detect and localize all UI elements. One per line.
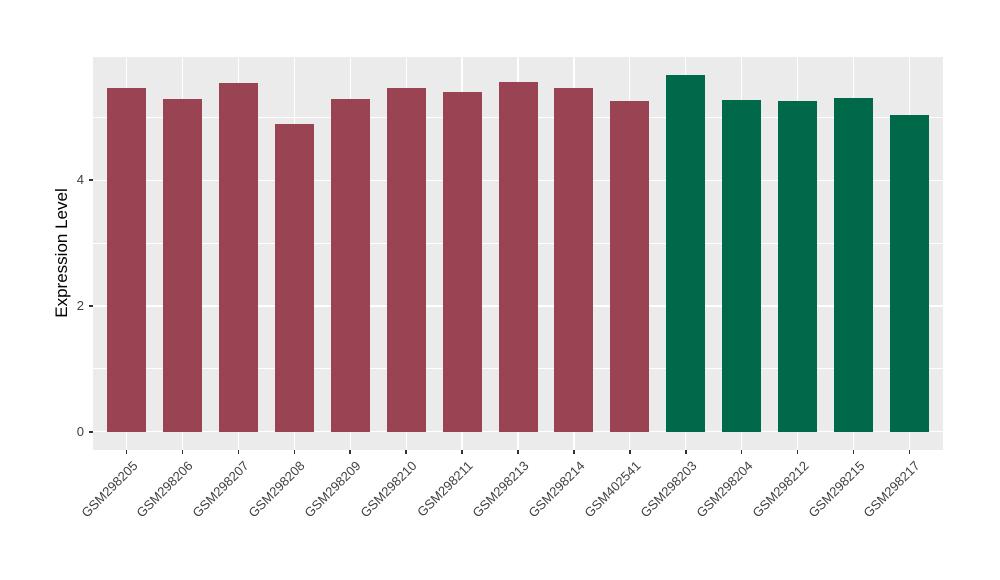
x-axis-tick-mark xyxy=(573,450,575,454)
x-axis-tick-mark xyxy=(629,450,631,454)
x-tick-label: GSM298217 xyxy=(860,458,924,521)
x-tick-label: GSM298204 xyxy=(693,458,756,521)
x-tick-label: GSM298203 xyxy=(637,458,700,521)
bar xyxy=(889,114,929,432)
bar xyxy=(722,100,762,432)
x-tick-label: GSM298207 xyxy=(189,458,253,521)
x-tick-label: GSM402541 xyxy=(581,458,644,521)
x-tick-label: GSM298214 xyxy=(525,458,588,521)
x-tick-label: GSM298206 xyxy=(133,458,197,521)
plot-panel xyxy=(93,57,943,450)
x-tick-label: GSM298213 xyxy=(469,458,532,521)
y-axis-tick-mark xyxy=(89,305,93,307)
x-tick-label: GSM298208 xyxy=(245,458,308,521)
x-tick-label: GSM298212 xyxy=(748,458,812,521)
y-tick-label: 0 xyxy=(76,423,84,439)
x-axis-tick-mark xyxy=(852,450,855,454)
bar xyxy=(162,99,202,432)
x-tick-label: GSM298210 xyxy=(357,458,420,521)
bar xyxy=(386,88,426,432)
bar xyxy=(666,75,706,432)
x-axis-tick-mark xyxy=(740,450,743,454)
y-axis-tick-mark xyxy=(89,179,93,181)
bar xyxy=(330,98,370,432)
bar xyxy=(274,123,314,432)
x-axis-tick-mark xyxy=(237,450,240,454)
bar xyxy=(498,82,538,432)
x-tick-label: GSM298209 xyxy=(301,458,364,521)
x-tick-label: GSM298211 xyxy=(414,458,476,520)
y-tick-label: 2 xyxy=(76,298,84,313)
x-axis-tick-mark xyxy=(685,450,687,454)
x-axis-tick-mark xyxy=(796,450,799,454)
y-axis-tick-mark xyxy=(89,431,93,433)
x-axis-tick-mark xyxy=(125,450,128,454)
bar xyxy=(442,92,482,432)
bar xyxy=(218,83,258,432)
x-axis-tick-mark xyxy=(293,450,296,454)
x-axis-tick-mark xyxy=(517,450,519,454)
x-tick-label: GSM298215 xyxy=(804,458,868,521)
x-axis-tick-mark xyxy=(908,450,911,454)
bar xyxy=(610,101,650,432)
x-axis-tick-mark xyxy=(461,450,463,454)
bar xyxy=(834,97,874,432)
bar xyxy=(778,101,818,432)
x-axis-tick-mark xyxy=(181,450,184,454)
x-axis-tick-mark xyxy=(405,450,407,454)
x-axis-tick-mark xyxy=(349,450,351,454)
bar xyxy=(107,88,147,432)
bar xyxy=(554,88,594,432)
y-tick-label: 4 xyxy=(76,172,84,188)
x-tick-label: GSM298205 xyxy=(77,458,141,521)
